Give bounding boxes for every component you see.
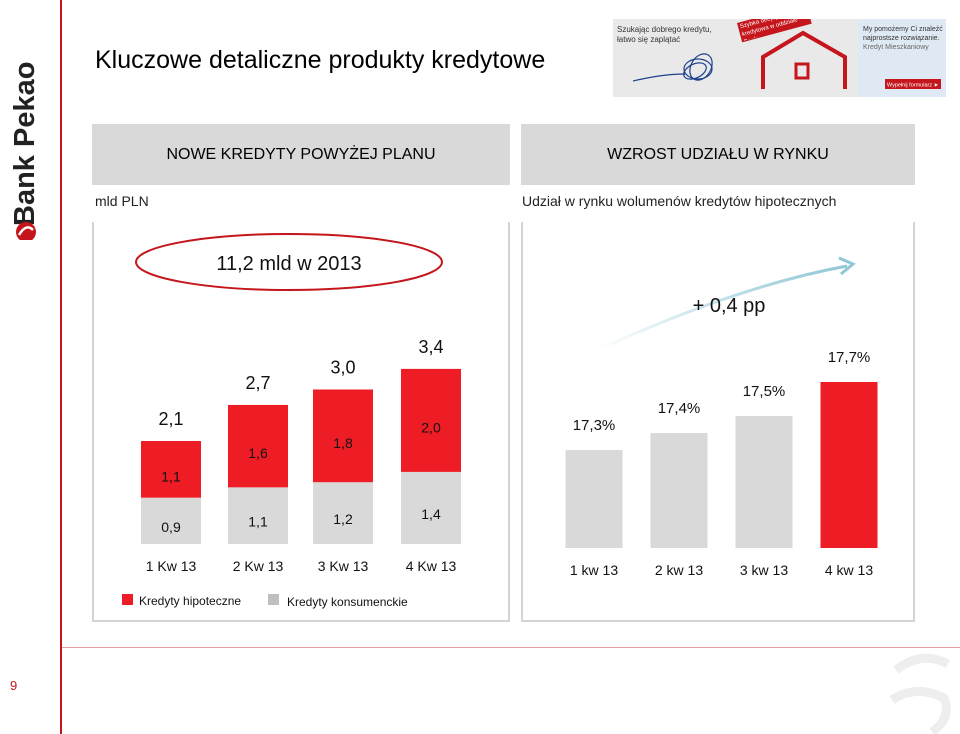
footer-line	[62, 647, 960, 648]
value-label: 17,4%	[658, 400, 701, 417]
category-label: 2 kw 13	[655, 562, 703, 578]
value-label: 17,3%	[573, 417, 616, 434]
brand-text: Bank Pekao	[9, 62, 41, 226]
category-label: 2 Kw 13	[233, 558, 284, 574]
bank-pekao-logo: Bank Pekao	[9, 62, 41, 240]
bar-konsumenckie	[401, 471, 461, 544]
labels-group: 17,3% 1 kw 13 17,4% 2 kw 13 17,5% 3 kw 13 17,7…	[570, 349, 873, 578]
category-label: 4 Kw 13	[406, 558, 457, 574]
sidebar-line	[60, 0, 62, 734]
bar-hipoteczne	[401, 368, 461, 472]
pekao-emblem-icon	[16, 222, 36, 240]
watermark-emblem-icon	[889, 653, 951, 734]
bar-hipoteczne	[141, 441, 201, 498]
total-label: 2,1	[158, 409, 183, 429]
new-loans-chart: 11,2 mld w 2013 0,9 1,1 2,1 1 Kw 13 1,1 1,6 2,…	[122, 233, 461, 609]
promo-banner[interactable]: Szukając dobrego kredytu, łatwo się zapl…	[613, 19, 946, 97]
bar-market-share	[565, 450, 623, 548]
page-number: 9	[10, 678, 18, 693]
banner-left-text: Szukając dobrego kredytu, łatwo się zapl…	[617, 25, 712, 44]
right-panel-subtitle: Udział w rynku wolumenów kredytów hipote…	[522, 193, 837, 209]
left-panel-header: NOWE KREDYTY POWYŻEJ PLANU	[92, 124, 510, 185]
value-label-hipoteczne: 1,8	[333, 435, 353, 451]
legend-swatch-hipoteczne	[122, 594, 133, 605]
value-label: 17,7%	[828, 349, 871, 366]
total-label: 3,0	[330, 358, 355, 378]
bar-konsumenckie	[141, 497, 201, 544]
total-label: 3,4	[418, 337, 443, 357]
right-panel-header: WZROST UDZIAŁU W RYNKU	[521, 124, 915, 185]
value-label-konsumenckie: 1,4	[421, 506, 441, 522]
value-label-konsumenckie: 1,1	[248, 514, 268, 530]
bars-group	[141, 368, 461, 544]
category-label: 3 kw 13	[740, 562, 788, 578]
callout-ellipse	[135, 233, 443, 291]
bar-konsumenckie	[228, 487, 288, 544]
total-label: 2,7	[245, 373, 270, 393]
value-label-konsumenckie: 0,9	[161, 519, 181, 535]
bar-market-share	[735, 416, 793, 548]
banner-button[interactable]	[885, 79, 941, 89]
value-label: 17,5%	[743, 383, 786, 400]
unit-label: mld PLN	[95, 193, 149, 209]
category-label: 1 Kw 13	[146, 558, 197, 574]
badge-icon: Szybka decyzja kredytowa w oddziale Bank…	[737, 19, 812, 43]
labels-group: 0,9 1,1 2,1 1 Kw 13 1,1 1,6 2,7 2 Kw 13 1,2 1,8 3,…	[146, 337, 457, 574]
category-label: 1 kw 13	[570, 562, 618, 578]
house-icon	[761, 30, 847, 89]
bar-market-share	[820, 382, 878, 548]
right-panel-frame	[521, 222, 915, 622]
bars-group	[565, 382, 878, 548]
banner-right-text: My pomożemy Ci znaleźć najprostsze rozwi…	[863, 26, 943, 42]
trend-arrow-icon	[596, 256, 856, 352]
callout-text: + 0,4 pp	[693, 295, 766, 317]
category-label: 4 kw 13	[825, 562, 873, 578]
callout-text: 11,2 mld w 2013	[216, 253, 361, 275]
slide-title: Kluczowe detaliczne produkty kredytowe	[95, 46, 546, 74]
value-label-hipoteczne: 2,0	[421, 419, 441, 435]
legend-label-hipoteczne: Kredyty hipoteczne	[139, 594, 241, 608]
legend: Kredyty hipoteczne Kredyty konsumenckie	[122, 594, 408, 609]
value-label-hipoteczne: 1,1	[161, 468, 181, 484]
legend-swatch-konsumenckie	[268, 594, 279, 605]
value-label-hipoteczne: 1,6	[248, 445, 268, 461]
bar-konsumenckie	[313, 482, 373, 544]
banner-button-label: Wypełnij formularz ►	[887, 83, 939, 89]
left-panel-frame	[92, 222, 510, 622]
tangled-string-icon	[632, 53, 713, 82]
bar-hipoteczne	[313, 389, 373, 483]
value-label-konsumenckie: 1,2	[333, 511, 353, 527]
banner-product: Kredyt Mieszkaniowy	[863, 44, 929, 51]
market-share-chart: + 0,4 pp 17,3% 1 kw 13 17,4% 2 kw 13 17,5% 3 …	[565, 256, 878, 578]
category-label: 3 Kw 13	[318, 558, 369, 574]
bar-market-share	[650, 433, 708, 548]
legend-label-konsumenckie: Kredyty konsumenckie	[287, 595, 408, 609]
bar-hipoteczne	[228, 404, 288, 488]
